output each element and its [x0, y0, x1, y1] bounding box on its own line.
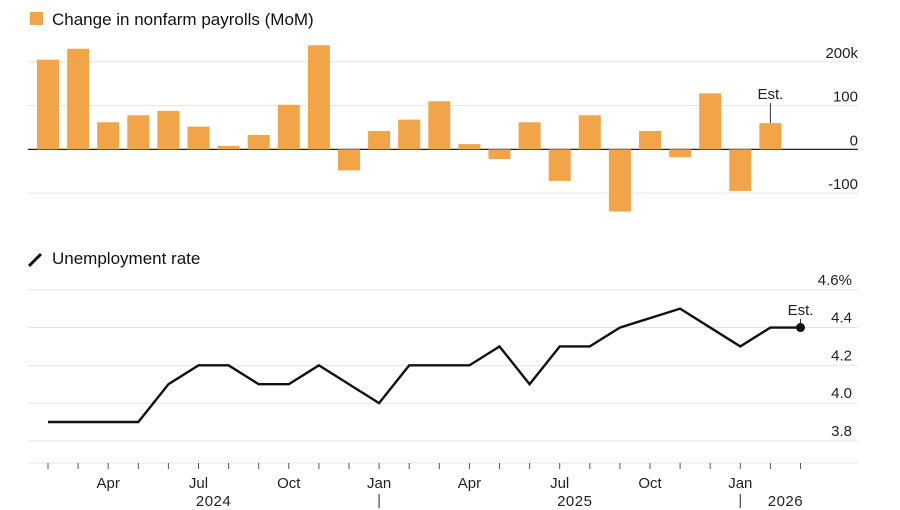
line-y-tick-label: 4.0: [831, 385, 852, 402]
bar: [639, 131, 661, 150]
bar: [488, 149, 511, 159]
bar: [187, 126, 210, 150]
line-y-tick-label: 3.8: [831, 423, 852, 440]
bar-y-tick-label: 200k: [825, 45, 858, 62]
line-y-axis: 4.6% 4.4 4.2 4.0 3.8: [818, 272, 852, 440]
bar: [548, 149, 571, 181]
line-series: [48, 307, 805, 424]
bar: [398, 119, 421, 150]
bar-y-tick-label: 0: [850, 132, 858, 149]
line-est-label: Est.: [788, 302, 814, 319]
bar-est-label: Est.: [757, 86, 783, 103]
bar: [338, 149, 360, 171]
x-month-label: Jan: [728, 475, 752, 492]
line-end-point: [796, 323, 805, 333]
bar: [97, 122, 120, 150]
line-y-tick-label: 4.6%: [818, 272, 852, 289]
bar: [37, 59, 59, 150]
bar: [729, 149, 752, 191]
x-year-label: 2025: [557, 493, 592, 510]
bar: [578, 115, 601, 150]
bar: [307, 45, 330, 150]
x-year-label: 2026: [768, 493, 803, 510]
bar-legend-swatch: [30, 12, 43, 25]
bar: [217, 145, 240, 150]
x-month-label: Jul: [189, 475, 208, 492]
bar: [277, 104, 300, 150]
unemployment-line: [48, 307, 801, 424]
bar: [67, 48, 90, 150]
x-month-label: Oct: [277, 475, 301, 492]
bar: [127, 115, 150, 150]
bar-chart-title: Change in nonfarm payrolls (MoM): [52, 10, 314, 29]
bar: [759, 123, 782, 150]
bar: [518, 122, 541, 150]
bar: [669, 149, 692, 158]
x-axis: Apr Jul Oct Jan Apr Jul Oct Jan 2024 2025 2026: [28, 462, 858, 510]
annotations: Est. Est.: [757, 86, 813, 324]
bar: [247, 134, 270, 150]
bar: [428, 101, 451, 150]
bar-y-tick-label: -100: [828, 176, 858, 193]
bar: [608, 149, 631, 212]
bar: [458, 144, 481, 150]
x-month-label: Apr: [458, 475, 481, 492]
line-legend-swatch: [27, 252, 43, 268]
line-y-tick-label: 4.2: [831, 347, 852, 364]
x-month-label: Jul: [550, 475, 569, 492]
bar: [699, 93, 722, 150]
bar-series: [37, 45, 782, 212]
line-y-tick-label: 4.4: [831, 310, 852, 327]
x-year-label: 2024: [196, 493, 231, 510]
bar-y-tick-label: 100: [833, 89, 858, 106]
bar: [368, 131, 391, 150]
bar-y-axis: 200k 100 0 -100: [825, 45, 858, 193]
x-month-label: Oct: [638, 475, 662, 492]
bar: [157, 110, 180, 150]
x-month-label: Jan: [367, 475, 391, 492]
line-chart-title: Unemployment rate: [52, 249, 200, 268]
x-month-label: Apr: [97, 475, 120, 492]
